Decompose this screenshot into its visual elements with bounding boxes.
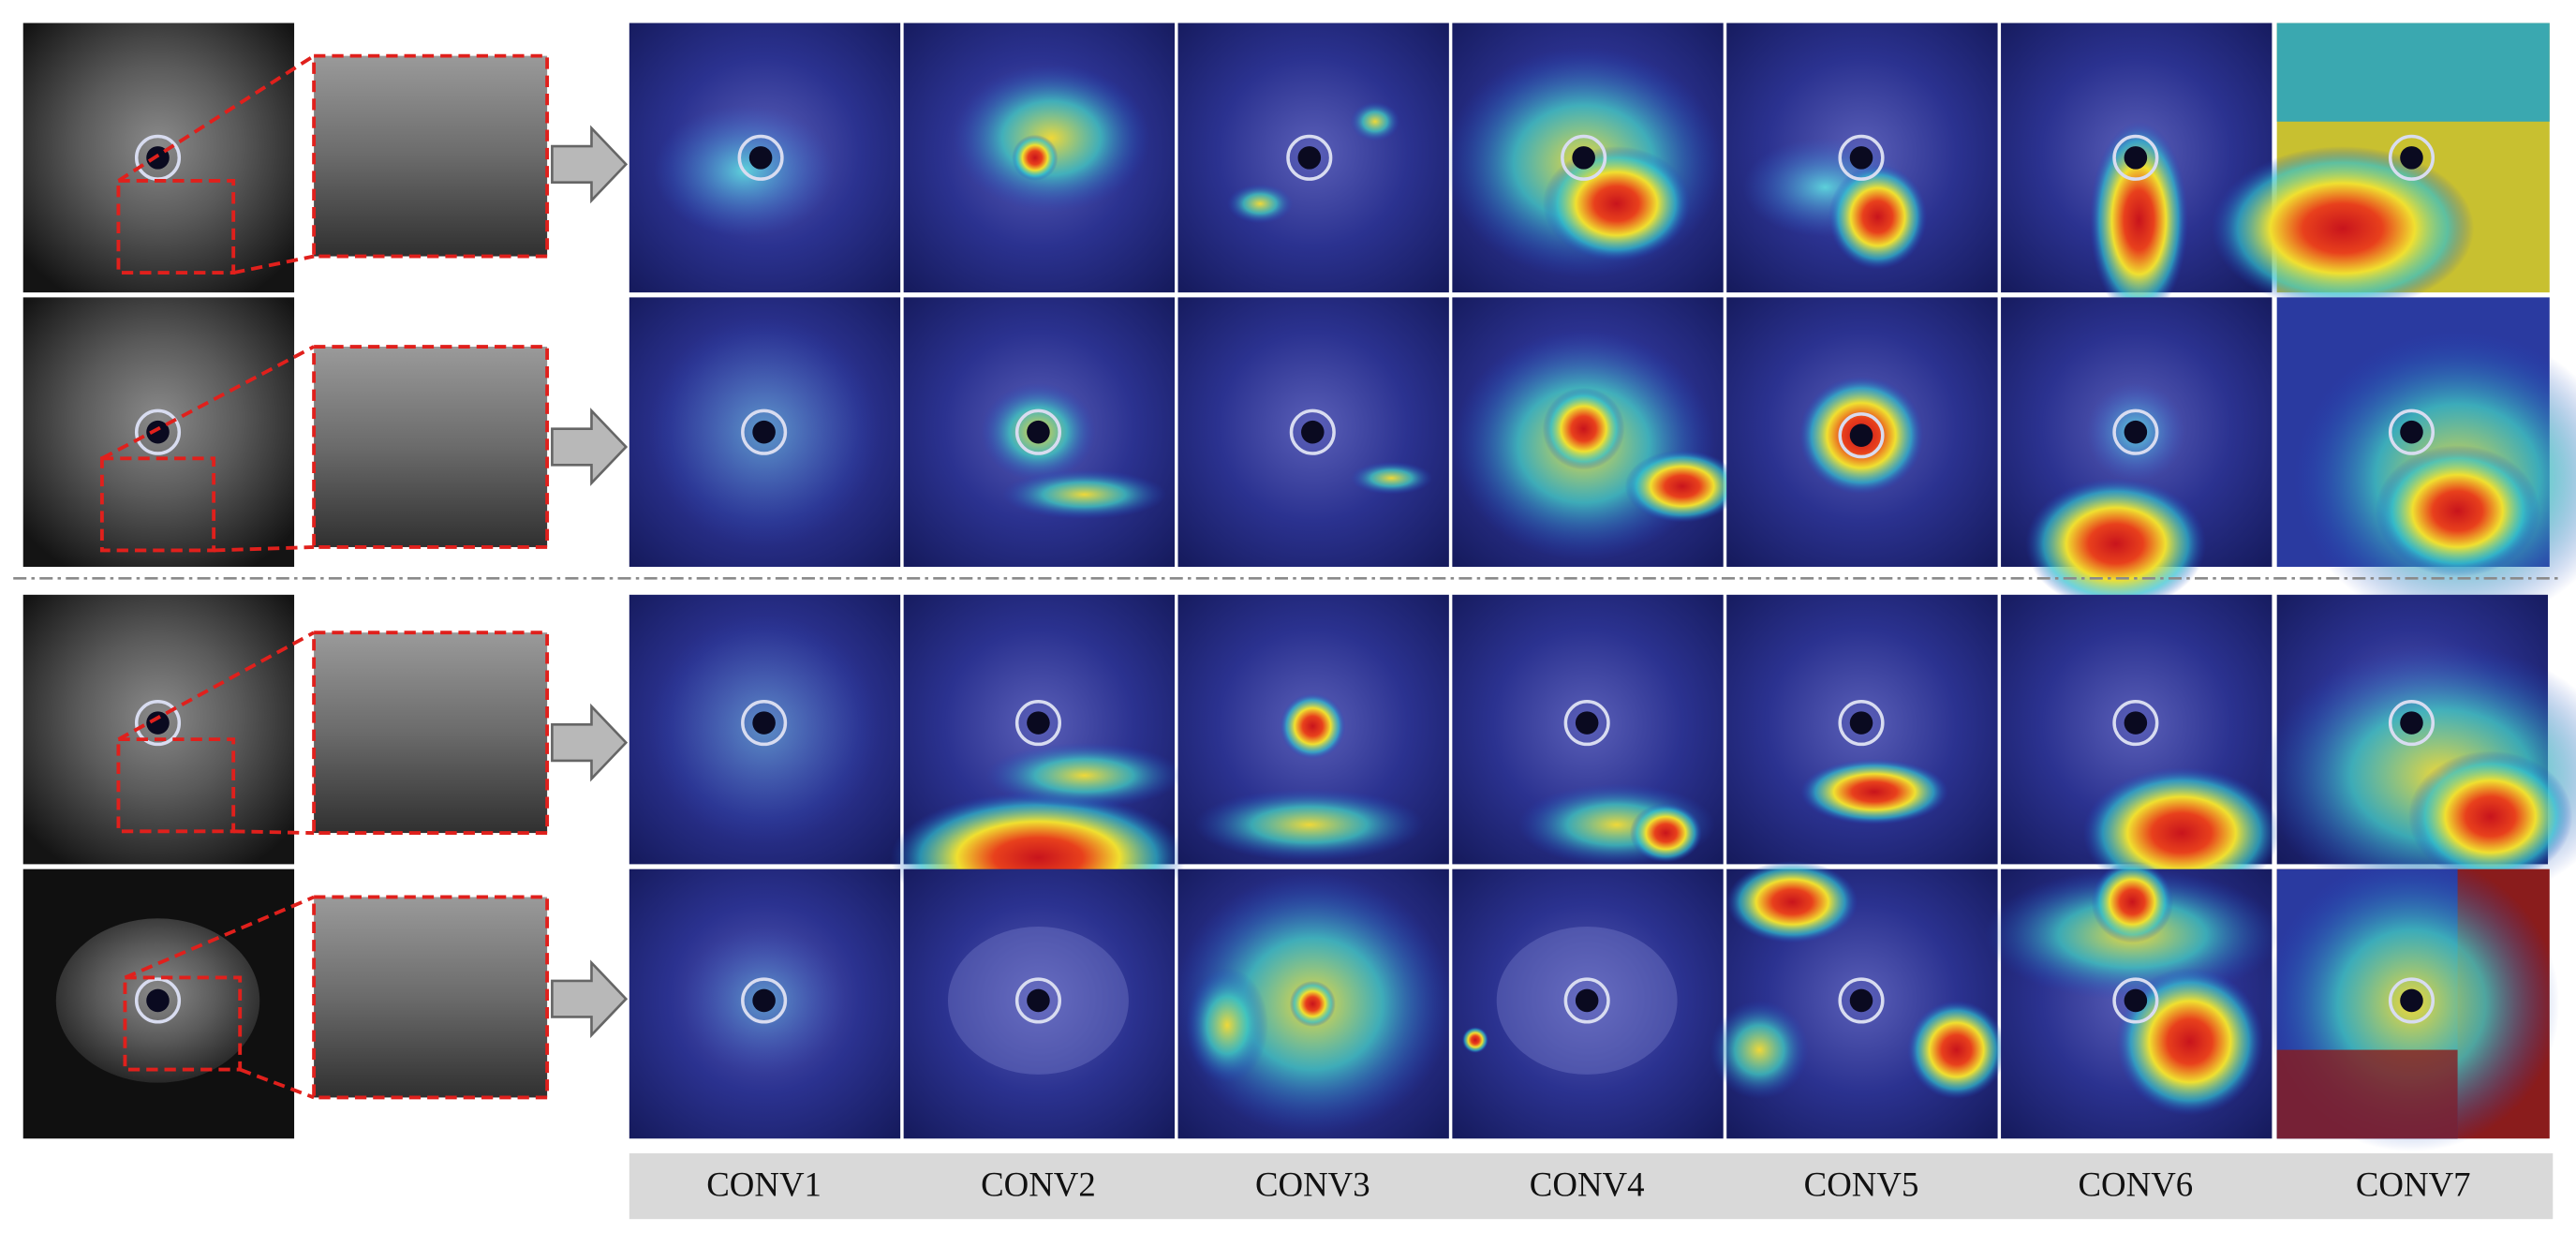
zoom-column [100, 53, 550, 1100]
label-bar: CONV1 CONV2 CONV3 CONV4 CONV5 CONV6 CONV… [629, 1153, 2554, 1220]
column-label: CONV1 [706, 1165, 822, 1203]
heatmaps [629, 22, 2576, 1152]
column-label: CONV7 [2356, 1165, 2471, 1203]
column-label: CONV4 [1530, 1165, 1645, 1203]
column-label: CONV6 [2079, 1165, 2194, 1203]
column-label: CONV5 [1804, 1165, 1919, 1203]
column-label: CONV3 [1255, 1165, 1370, 1203]
label-background [629, 1153, 2554, 1220]
input-column [22, 22, 295, 1139]
column-label: CONV2 [981, 1165, 1096, 1203]
arrows [551, 126, 628, 1037]
